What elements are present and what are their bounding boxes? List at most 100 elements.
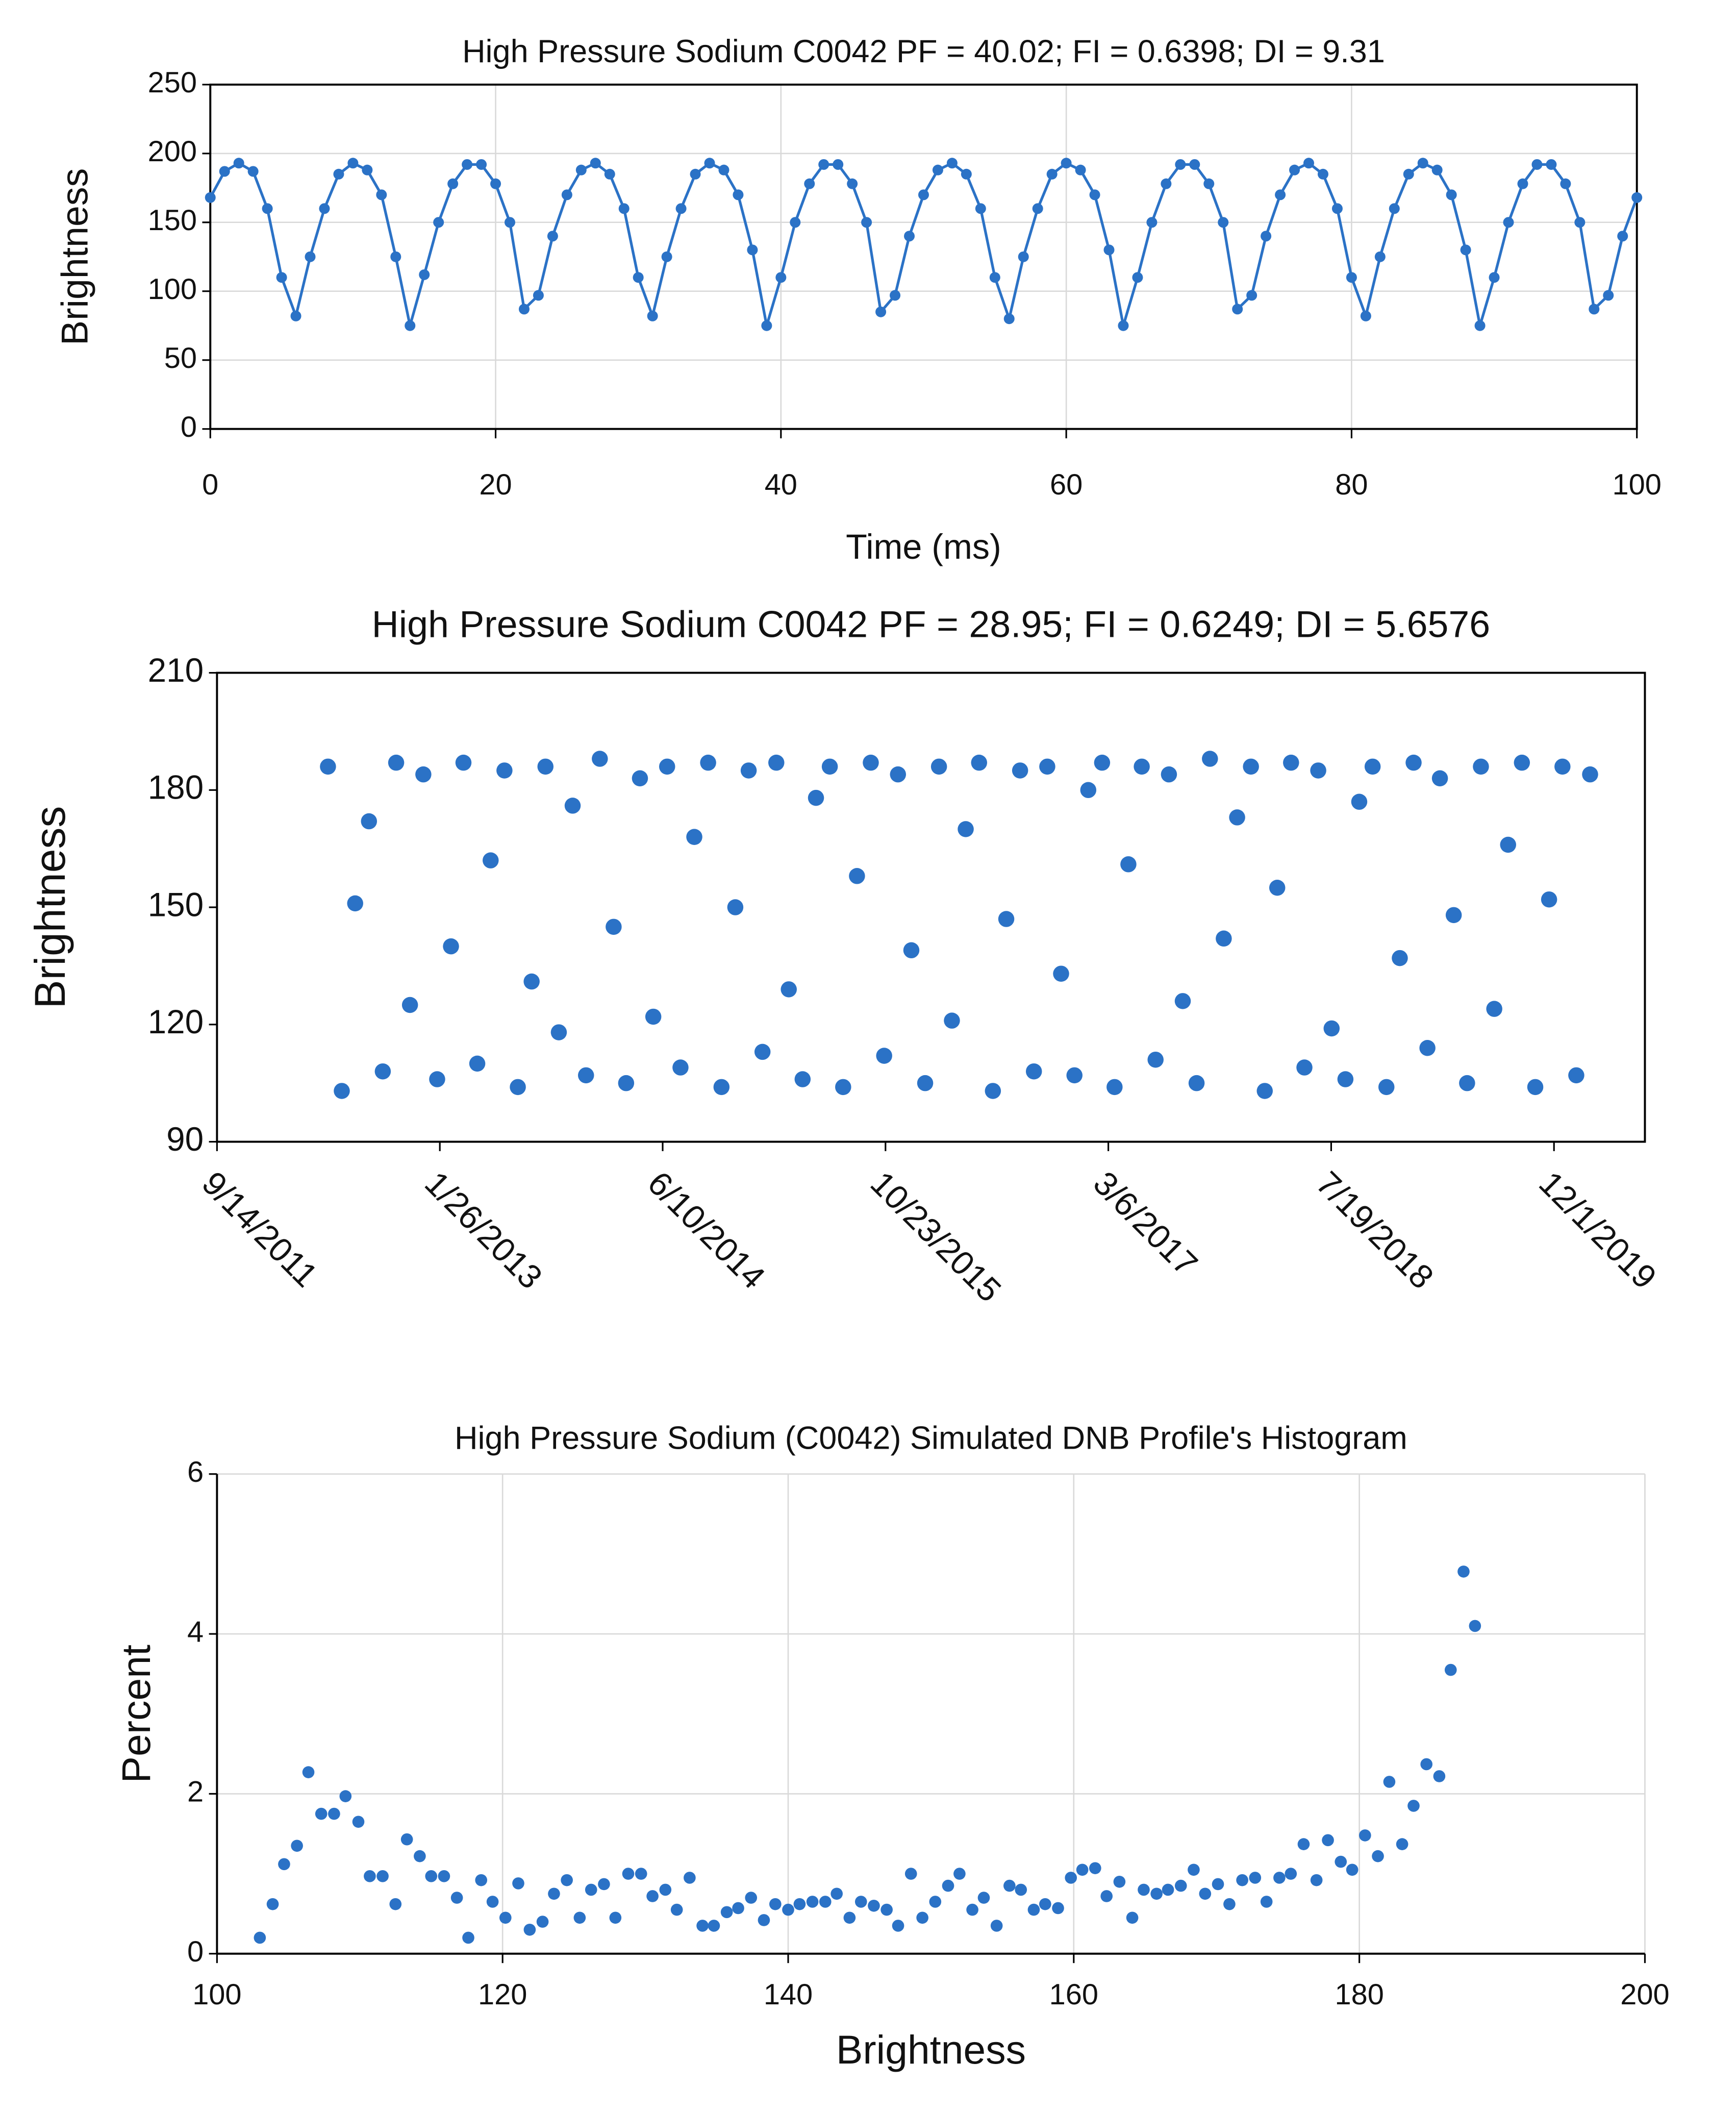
data-point <box>854 1896 867 1908</box>
data-point <box>1212 1878 1224 1891</box>
data-point <box>585 1883 597 1896</box>
data-point <box>821 758 838 775</box>
data-point <box>769 1898 782 1910</box>
data-point <box>942 1879 954 1892</box>
data-point <box>400 1833 413 1846</box>
data-point <box>1383 1776 1396 1788</box>
data-point <box>1289 164 1300 176</box>
data-point <box>1514 754 1530 771</box>
y-tick-label: 6 <box>187 1456 204 1488</box>
data-point <box>903 942 920 959</box>
data-point <box>1256 1083 1273 1099</box>
data-point <box>347 158 359 169</box>
data-point <box>1039 758 1055 775</box>
data-point <box>1407 1800 1420 1812</box>
y-axis-label: Brightness <box>26 806 74 1009</box>
data-point <box>590 158 601 169</box>
data-point <box>1374 251 1386 262</box>
x-tick-label: 20 <box>479 468 512 501</box>
data-point <box>916 1911 928 1924</box>
y-tick-label: 180 <box>148 769 204 806</box>
data-point <box>659 758 675 775</box>
data-point <box>720 1906 733 1919</box>
data-point <box>975 203 986 214</box>
data-point <box>793 1898 806 1910</box>
data-point <box>1246 290 1257 301</box>
data-point <box>633 272 644 283</box>
data-point <box>804 178 815 189</box>
data-point <box>958 821 974 837</box>
data-point <box>1260 1896 1273 1908</box>
data-point <box>1174 993 1191 1009</box>
data-point <box>376 189 387 201</box>
data-point <box>415 766 432 783</box>
data-point <box>1147 1051 1164 1068</box>
data-point <box>1457 1566 1470 1578</box>
data-point <box>315 1807 328 1820</box>
data-point <box>998 911 1015 927</box>
data-point <box>861 217 872 228</box>
data-point <box>1473 758 1489 775</box>
data-point <box>1003 313 1015 325</box>
data-point <box>361 813 378 830</box>
data-point <box>1405 754 1422 771</box>
data-point <box>433 217 444 228</box>
data-point <box>890 290 901 301</box>
data-point <box>1283 754 1299 771</box>
data-point <box>1018 251 1029 262</box>
data-point <box>745 1892 758 1904</box>
x-tick-label: 9/14/2011 <box>195 1164 325 1295</box>
data-point <box>1103 244 1115 256</box>
data-point <box>1275 189 1286 201</box>
data-point <box>1431 164 1443 176</box>
data-point <box>733 189 744 201</box>
data-point <box>1126 1911 1139 1924</box>
data-point <box>561 1874 573 1886</box>
data-point <box>1162 1883 1174 1896</box>
data-point <box>1403 168 1414 180</box>
data-point <box>302 1766 315 1778</box>
x-tick-label: 120 <box>478 1978 527 2011</box>
data-point <box>374 1063 391 1080</box>
data-point <box>727 899 744 915</box>
data-point <box>684 1872 696 1884</box>
data-point <box>990 1920 1003 1932</box>
data-point <box>598 1878 610 1891</box>
data-point <box>561 189 572 201</box>
data-point <box>781 981 797 998</box>
x-tick-label: 80 <box>1335 468 1368 501</box>
data-point <box>388 754 405 771</box>
data-point <box>1061 158 1072 169</box>
chart-title: High Pressure Sodium C0042 PF = 40.02; F… <box>462 34 1385 69</box>
data-point <box>618 203 630 214</box>
data-point <box>1273 1872 1286 1884</box>
x-axis-label: Brightness <box>836 2027 1026 2072</box>
data-point <box>523 973 540 990</box>
data-point <box>1203 178 1215 189</box>
data-point <box>880 1903 893 1916</box>
data-point <box>462 159 473 170</box>
data-point <box>1431 770 1448 787</box>
data-point <box>775 272 787 283</box>
data-point <box>876 1048 892 1064</box>
x-axis-label: Time (ms) <box>846 528 1001 566</box>
data-point <box>510 1079 526 1096</box>
data-point <box>443 938 459 955</box>
data-point <box>953 1868 966 1880</box>
data-point <box>843 1911 856 1924</box>
data-point <box>1489 272 1500 283</box>
data-point <box>1331 203 1343 214</box>
x-tick-label: 7/19/2018 <box>1309 1164 1441 1296</box>
data-point <box>1603 290 1614 301</box>
data-point <box>606 918 622 935</box>
data-point <box>266 1898 279 1910</box>
data-point <box>704 158 715 169</box>
data-point <box>1297 1838 1310 1850</box>
data-point <box>849 868 865 884</box>
data-point <box>917 1075 934 1091</box>
data-point <box>966 1903 978 1916</box>
data-point <box>618 1075 635 1091</box>
data-point <box>1285 1868 1297 1880</box>
y-tick-label: 0 <box>187 1935 204 1968</box>
data-point <box>904 1868 917 1880</box>
